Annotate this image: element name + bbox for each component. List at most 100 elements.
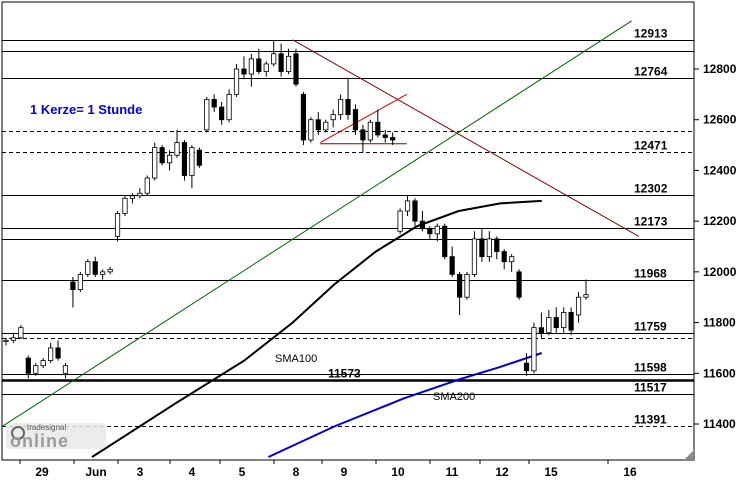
y-tick-label: 11400 <box>703 417 736 431</box>
candle-body <box>412 200 418 222</box>
sma-label: SMA200 <box>433 391 475 403</box>
y-tick-label: 12200 <box>703 214 737 228</box>
candle-body <box>166 154 173 164</box>
candle-body <box>85 261 91 275</box>
candle-body <box>531 327 537 372</box>
candle-body <box>538 327 544 334</box>
candle-body <box>509 256 515 263</box>
candle-body <box>33 365 39 374</box>
level-label: 11573 <box>328 367 361 381</box>
candle-body <box>293 53 299 85</box>
candle-body <box>486 238 492 258</box>
candle-body <box>18 327 24 339</box>
candle-body <box>575 296 582 316</box>
candle-body <box>367 121 373 141</box>
y-axis-ticks: 11400 11600 11800 12000 12200 12400 12600 12800 <box>694 62 737 431</box>
candle-body <box>152 147 158 179</box>
candle-body <box>300 93 307 141</box>
tradesignal-logo: tradesignal online <box>6 423 106 451</box>
candle-body <box>263 63 269 72</box>
candle-body <box>211 99 217 108</box>
candle-body <box>181 142 188 176</box>
x-tick-label: 10 <box>391 465 405 479</box>
x-tick-label: 11 <box>446 465 459 479</box>
candle-body <box>523 362 530 372</box>
candle-body <box>122 197 128 214</box>
x-tick-label: 5 <box>239 465 246 479</box>
x-tick-label: 16 <box>623 465 637 479</box>
candle-body <box>456 273 463 298</box>
candle-body <box>568 312 574 331</box>
level-label: 11598 <box>634 361 667 375</box>
candle-body <box>10 337 17 341</box>
candle-body <box>114 213 121 237</box>
candle-body <box>226 93 232 121</box>
candle-body <box>204 99 210 131</box>
level-label: 11391 <box>634 413 667 427</box>
candle-body <box>427 228 433 235</box>
level-label: 11759 <box>634 320 667 334</box>
y-tick-label: 12400 <box>703 163 737 177</box>
y-tick-label: 11600 <box>703 366 736 380</box>
x-tick-label: 8 <box>293 465 300 479</box>
x-axis-ticks: 29 Jun 3 4 5 8 9 10 11 12 15 16 <box>19 460 637 479</box>
candle-body <box>159 147 165 164</box>
sma-label: SMA100 <box>275 353 317 365</box>
candle-body <box>583 294 589 298</box>
trendline <box>1 20 632 427</box>
level-label: 12764 <box>634 65 668 79</box>
candle-body <box>308 119 314 141</box>
y-tick-label: 12600 <box>703 113 737 127</box>
trendline <box>292 39 639 237</box>
candle-body <box>3 339 9 342</box>
candle-body <box>77 273 83 291</box>
candle-body <box>174 142 180 156</box>
sma-line-sma100 <box>91 199 542 458</box>
y-tick-label: 12800 <box>703 62 737 76</box>
candle-body <box>92 261 98 275</box>
x-tick-label: 4 <box>189 465 196 479</box>
candle-body <box>137 192 143 197</box>
candle-body <box>196 149 202 166</box>
logo-wordmark: online <box>10 431 69 451</box>
sma-line-sma200 <box>267 352 543 458</box>
level-label: 12302 <box>634 182 668 196</box>
candle-body <box>189 147 195 176</box>
x-tick-label: 15 <box>544 465 558 479</box>
candle-body <box>360 129 366 141</box>
candle-body <box>315 119 321 131</box>
candle-body <box>352 109 359 131</box>
candle-body <box>62 365 69 374</box>
trendline <box>320 93 408 143</box>
candle-body <box>40 360 46 367</box>
candle-body <box>107 268 113 273</box>
resize-handle[interactable] <box>684 450 694 460</box>
candle-body <box>144 177 150 194</box>
candle-body <box>70 281 76 291</box>
candle-body <box>330 114 336 121</box>
candle-body <box>479 238 485 258</box>
candle-body <box>25 357 31 374</box>
candle-body <box>494 238 500 252</box>
candle-body <box>256 58 262 72</box>
level-label: 12471 <box>634 139 668 153</box>
candle-body <box>375 121 381 136</box>
level-label: 12913 <box>634 27 668 41</box>
candle-body <box>55 347 61 359</box>
level-label: 12173 <box>634 215 668 229</box>
x-tick-label: Jun <box>85 465 106 479</box>
candle-body <box>382 134 388 138</box>
candle-body <box>449 256 455 275</box>
candle-body <box>501 251 507 263</box>
candle-body <box>434 225 440 235</box>
candle-body <box>248 58 254 75</box>
candle-body <box>546 317 552 334</box>
x-tick-label: 29 <box>35 465 49 479</box>
level-labels: 12913 12764 12471 12302 12173 11968 11759 11598… <box>328 27 668 427</box>
candle-body <box>561 312 567 329</box>
candle-body <box>442 225 448 258</box>
candle-body <box>390 137 396 141</box>
candle-body <box>48 347 54 362</box>
candle-body <box>323 121 329 131</box>
